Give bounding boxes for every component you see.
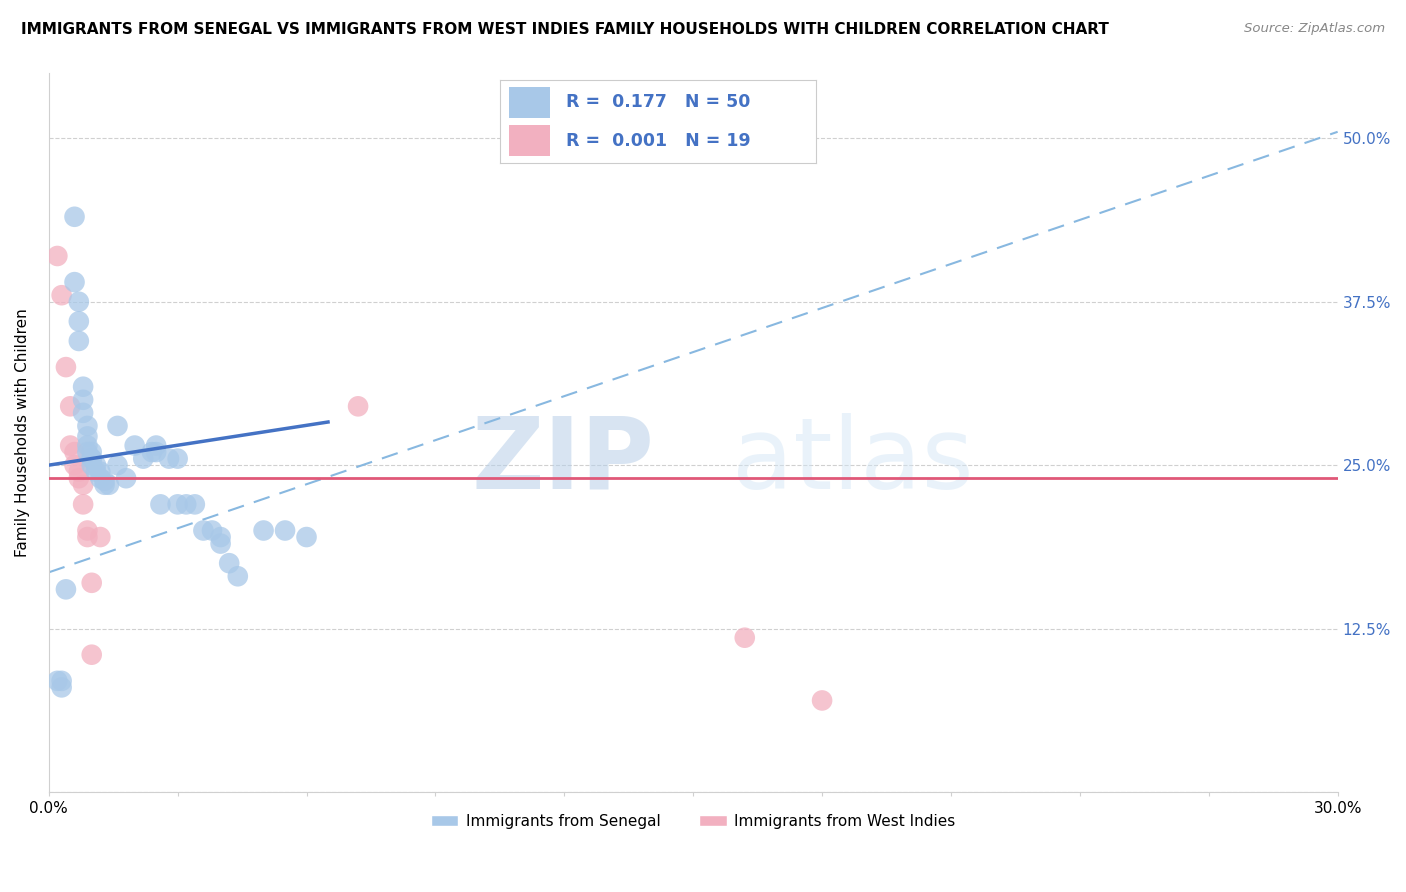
- Point: [132, 451, 155, 466]
- Text: atlas: atlas: [733, 413, 973, 509]
- Point: [107, 419, 129, 434]
- Point: [63, 210, 86, 224]
- Point: [76, 438, 98, 452]
- Point: [51, 673, 73, 688]
- Point: [218, 556, 240, 570]
- Point: [67, 471, 90, 485]
- Point: [67, 465, 90, 479]
- Point: [226, 569, 249, 583]
- Point: [67, 294, 90, 309]
- Point: [76, 530, 98, 544]
- Point: [63, 275, 86, 289]
- Point: [80, 445, 103, 459]
- Point: [63, 458, 86, 472]
- Y-axis label: Family Households with Children: Family Households with Children: [15, 308, 30, 557]
- Point: [72, 497, 94, 511]
- Point: [89, 530, 111, 544]
- Point: [46, 673, 69, 688]
- Point: [166, 451, 188, 466]
- Point: [55, 582, 77, 597]
- Point: [295, 530, 318, 544]
- Point: [145, 438, 167, 452]
- Point: [76, 419, 98, 434]
- Point: [72, 380, 94, 394]
- Point: [97, 477, 120, 491]
- Point: [80, 648, 103, 662]
- Point: [80, 451, 103, 466]
- Point: [80, 451, 103, 466]
- Point: [811, 693, 834, 707]
- Point: [80, 458, 103, 472]
- Point: [107, 458, 129, 472]
- Point: [149, 497, 172, 511]
- Text: Source: ZipAtlas.com: Source: ZipAtlas.com: [1244, 22, 1385, 36]
- Point: [209, 536, 232, 550]
- Point: [76, 445, 98, 459]
- Point: [55, 360, 77, 375]
- Point: [124, 438, 146, 452]
- Point: [157, 451, 180, 466]
- Point: [76, 524, 98, 538]
- Point: [67, 334, 90, 348]
- Point: [184, 497, 207, 511]
- Point: [201, 524, 224, 538]
- Point: [59, 438, 82, 452]
- Point: [89, 465, 111, 479]
- Point: [72, 406, 94, 420]
- Legend: Immigrants from Senegal, Immigrants from West Indies: Immigrants from Senegal, Immigrants from…: [425, 807, 962, 835]
- Point: [734, 631, 756, 645]
- Point: [141, 445, 163, 459]
- Point: [209, 530, 232, 544]
- Point: [46, 249, 69, 263]
- Point: [63, 445, 86, 459]
- Text: ZIP: ZIP: [471, 413, 655, 509]
- Point: [166, 497, 188, 511]
- Point: [84, 458, 107, 472]
- Point: [72, 392, 94, 407]
- Point: [59, 400, 82, 414]
- Point: [89, 471, 111, 485]
- Point: [51, 288, 73, 302]
- Point: [347, 400, 370, 414]
- Point: [193, 524, 215, 538]
- Text: IMMIGRANTS FROM SENEGAL VS IMMIGRANTS FROM WEST INDIES FAMILY HOUSEHOLDS WITH CH: IMMIGRANTS FROM SENEGAL VS IMMIGRANTS FR…: [21, 22, 1109, 37]
- Point: [93, 474, 115, 488]
- Point: [67, 314, 90, 328]
- Point: [76, 429, 98, 443]
- Point: [80, 575, 103, 590]
- Point: [51, 681, 73, 695]
- Point: [93, 477, 115, 491]
- Point: [72, 477, 94, 491]
- Point: [84, 465, 107, 479]
- Point: [115, 471, 138, 485]
- Point: [252, 524, 274, 538]
- Point: [174, 497, 197, 511]
- Point: [274, 524, 297, 538]
- Point: [145, 445, 167, 459]
